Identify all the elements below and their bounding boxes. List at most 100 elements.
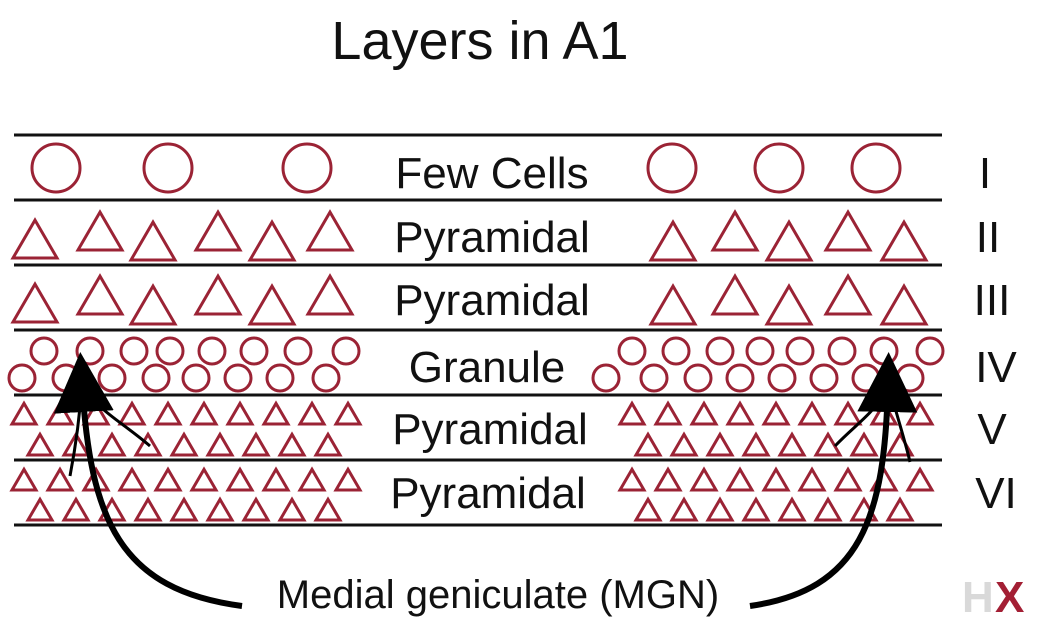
layer-5-label: Pyramidal xyxy=(392,405,588,454)
right-arrow-icon xyxy=(749,352,918,609)
layer-3-pyramidal-icon xyxy=(247,283,297,326)
cell-icons xyxy=(7,142,945,522)
layer-6-pyramidal-icon xyxy=(689,466,719,492)
granule-circle-icon xyxy=(119,336,149,366)
layer-5-pyramidal-icon xyxy=(777,431,807,457)
layer-5-pyramidal-icon xyxy=(689,400,719,426)
layer-6-pyramidal-icon xyxy=(241,496,271,522)
layer-6-numeral: VI xyxy=(975,469,1017,518)
layer-6-label: Pyramidal xyxy=(390,469,586,518)
granule-circle-icon xyxy=(75,336,105,366)
layer-3-pyramidal-icon xyxy=(305,273,355,316)
layer-5-pyramidal-icon xyxy=(169,431,199,457)
layer-6-pyramidal-icon xyxy=(633,496,663,522)
layer-5-pyramidal-icon xyxy=(133,431,163,457)
layer-6-pyramidal-icon xyxy=(9,466,39,492)
layer-2-label: Pyramidal xyxy=(394,213,590,262)
layer-5-pyramidal-icon xyxy=(705,431,735,457)
layer-3-label: Pyramidal xyxy=(394,276,590,325)
granule-circle-icon xyxy=(331,336,361,366)
layer-5-pyramidal-icon xyxy=(241,431,271,457)
layer-3-pyramidal-icon xyxy=(823,273,873,316)
layer-3-pyramidal-icon xyxy=(879,283,929,326)
layer-6-pyramidal-icon xyxy=(45,466,75,492)
left-arrow-icon xyxy=(53,352,243,609)
hx-logo-x: X xyxy=(995,573,1024,622)
layer-1-label: Few Cells xyxy=(395,149,588,198)
layer-5-pyramidal-icon xyxy=(797,400,827,426)
few-cells-circle-icon xyxy=(30,142,82,194)
granule-circle-icon xyxy=(7,363,37,393)
layer-3-pyramidal-icon xyxy=(128,283,178,326)
layer-1-numeral: I xyxy=(979,149,991,198)
right-arrow-tail-icon xyxy=(886,381,912,463)
few-cells-circle-icon xyxy=(281,142,333,194)
granule-circle-icon xyxy=(155,336,185,366)
layer-5-pyramidal-icon xyxy=(45,400,75,426)
granule-circle-icon xyxy=(895,363,925,393)
granule-circle-icon xyxy=(785,336,815,366)
right-arrow-inner-icon xyxy=(833,381,890,448)
layer-3-numeral: III xyxy=(974,276,1011,325)
granule-circle-icon xyxy=(591,363,621,393)
layer-6-pyramidal-icon xyxy=(741,496,771,522)
granule-circle-icon xyxy=(851,363,881,393)
layer-6-pyramidal-icon xyxy=(669,496,699,522)
layer-6-pyramidal-icon xyxy=(725,466,755,492)
granule-circle-icon xyxy=(617,336,647,366)
layer-6-pyramidal-icon xyxy=(277,496,307,522)
layer-2-pyramidal-icon xyxy=(879,219,929,262)
granule-circle-icon xyxy=(265,363,295,393)
layer-5-pyramidal-icon xyxy=(725,400,755,426)
layer-2-pyramidal-icon xyxy=(10,217,60,260)
layer-6-pyramidal-icon xyxy=(761,466,791,492)
layer-3-pyramidal-icon xyxy=(764,283,814,326)
layer-5-pyramidal-icon xyxy=(633,431,663,457)
granule-circle-icon xyxy=(827,336,857,366)
layer-5-pyramidal-icon xyxy=(333,400,363,426)
granule-circle-icon xyxy=(141,363,171,393)
layer-2-numeral: II xyxy=(976,213,1000,262)
layer-6-pyramidal-icon xyxy=(205,496,235,522)
layer-2-pyramidal-icon xyxy=(823,209,873,252)
granule-circle-icon xyxy=(725,363,755,393)
layer-5-pyramidal-icon xyxy=(297,400,327,426)
layer-6-pyramidal-icon xyxy=(885,496,915,522)
granule-circle-icon xyxy=(809,363,839,393)
granule-circle-icon xyxy=(705,336,735,366)
mgn-label: Medial geniculate (MGN) xyxy=(277,573,719,617)
granule-circle-icon xyxy=(51,363,81,393)
layer-5-pyramidal-icon xyxy=(153,400,183,426)
layer-5-pyramidal-icon xyxy=(277,431,307,457)
granule-circle-icon xyxy=(97,363,127,393)
granule-circle-icon xyxy=(223,363,253,393)
layer-labels: Few Cells Pyramidal Pyramidal Granule Py… xyxy=(390,149,590,518)
few-cells-circle-icon xyxy=(142,142,194,194)
layer-2-pyramidal-icon xyxy=(128,219,178,262)
layer-3-pyramidal-icon xyxy=(10,281,60,324)
granule-circle-icon xyxy=(197,336,227,366)
layer-6-pyramidal-icon xyxy=(313,496,343,522)
granule-circle-icon xyxy=(29,336,59,366)
granule-circle-icon xyxy=(283,336,313,366)
layer-6-pyramidal-icon xyxy=(169,496,199,522)
layer-5-pyramidal-icon xyxy=(25,431,55,457)
left-arrow-inner-icon xyxy=(80,381,151,448)
layer-4-label: Granule xyxy=(409,343,566,392)
granule-circle-icon xyxy=(639,363,669,393)
granule-circle-icon xyxy=(869,336,899,366)
layer-6-pyramidal-icon xyxy=(189,466,219,492)
layer-6-pyramidal-icon xyxy=(813,496,843,522)
layer-5-pyramidal-icon xyxy=(205,431,235,457)
mgn-projection-arrows xyxy=(53,352,918,609)
granule-circle-icon xyxy=(745,336,775,366)
granule-circle-icon xyxy=(181,363,211,393)
layer-2-pyramidal-icon xyxy=(648,219,698,262)
layer-2-pyramidal-icon xyxy=(193,209,243,252)
layer-6-pyramidal-icon xyxy=(777,496,807,522)
layer-2-pyramidal-icon xyxy=(764,219,814,262)
layer-5-pyramidal-icon xyxy=(813,431,843,457)
layer-6-pyramidal-icon xyxy=(833,466,863,492)
